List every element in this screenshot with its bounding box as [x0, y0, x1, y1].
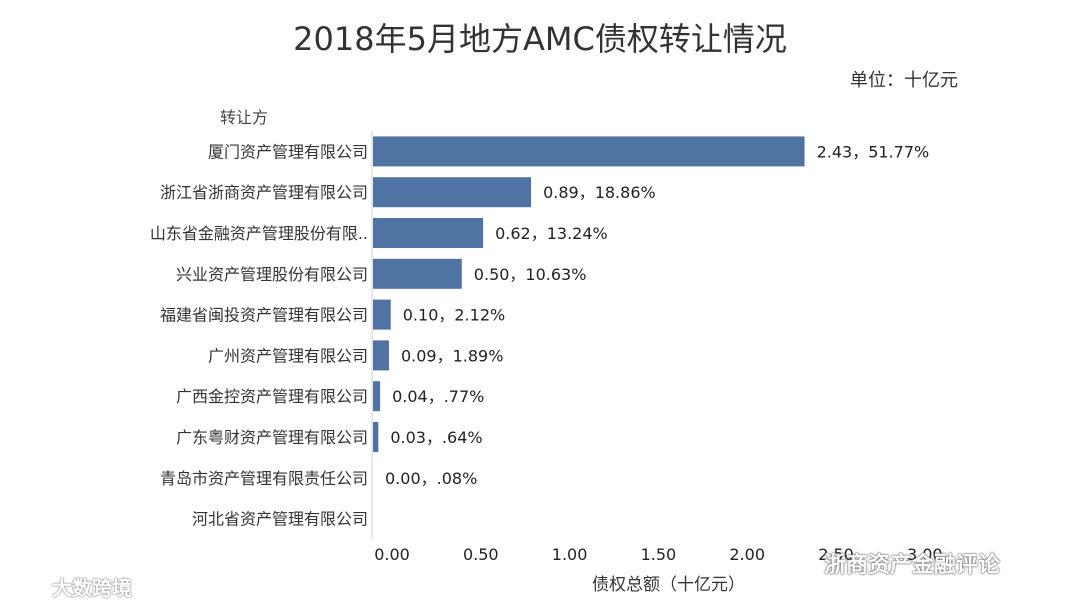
- brand-logo-icon: [8, 574, 48, 600]
- bar-data-label: 0.62，13.24%: [495, 224, 608, 243]
- bar-data-label: 0.09，1.89%: [401, 346, 503, 365]
- watermark-left: 大数跨境: [8, 572, 132, 601]
- bar-data-label: 0.50，10.63%: [474, 265, 587, 284]
- bar-data-label: 0.03，.64%: [390, 428, 482, 447]
- bar: [373, 218, 484, 248]
- watermark-right: 浙商资产金融评论: [784, 545, 1000, 581]
- y-axis-title: 转让方: [220, 108, 269, 127]
- x-tick-label: 2.50: [818, 545, 854, 564]
- category-label: 青岛市资产管理有限责任公司: [160, 469, 368, 488]
- wechat-icon: [784, 545, 818, 581]
- bar-data-label: 0.89，18.86%: [543, 183, 656, 202]
- category-label: 兴业资产管理股份有限公司: [176, 265, 368, 284]
- bar: [373, 381, 381, 412]
- unit-label: 单位：十亿元: [850, 70, 958, 91]
- x-tick-label: 0.50: [463, 545, 499, 564]
- x-axis-title: 债权总额（十亿元）: [592, 575, 745, 595]
- bar: [373, 299, 391, 330]
- x-tick-label: 3.00: [907, 545, 943, 564]
- category-label: 福建省闽投资产管理有限公司: [160, 306, 368, 325]
- chart-title: 2018年5月地方AMC债权转让情况: [293, 20, 787, 58]
- bar-data-label: 0.10，2.12%: [403, 306, 505, 325]
- category-label: 广东粤财资产管理有限公司: [176, 428, 368, 447]
- x-tick-label: 0.00: [374, 545, 410, 564]
- category-label: 山东省金融资产管理股份有限..: [150, 224, 368, 243]
- category-label: 广西金控资产管理有限公司: [176, 387, 368, 406]
- watermark-left-text: 大数跨境: [52, 576, 132, 600]
- category-label: 广州资产管理有限公司: [208, 346, 368, 365]
- bar: [373, 136, 805, 167]
- bar: [373, 422, 379, 452]
- category-label: 厦门资产管理有限公司: [208, 142, 368, 161]
- category-label: 河北省资产管理有限公司: [192, 510, 368, 529]
- x-tick-label: 1.00: [552, 545, 588, 564]
- bar: [373, 177, 532, 208]
- bar: [373, 340, 389, 371]
- bar-data-label: 0.00，.08%: [385, 469, 477, 488]
- watermark-right-text: 浙商资产金融评论: [824, 553, 1001, 578]
- bar-data-label: 2.43，51.77%: [817, 142, 930, 161]
- bar-data-label: 0.04，.77%: [392, 387, 484, 406]
- x-tick-label: 2.00: [729, 545, 765, 564]
- bar: [373, 258, 462, 289]
- x-tick-label: 1.50: [641, 545, 677, 564]
- category-label: 浙江省浙商资产管理有限公司: [160, 183, 368, 202]
